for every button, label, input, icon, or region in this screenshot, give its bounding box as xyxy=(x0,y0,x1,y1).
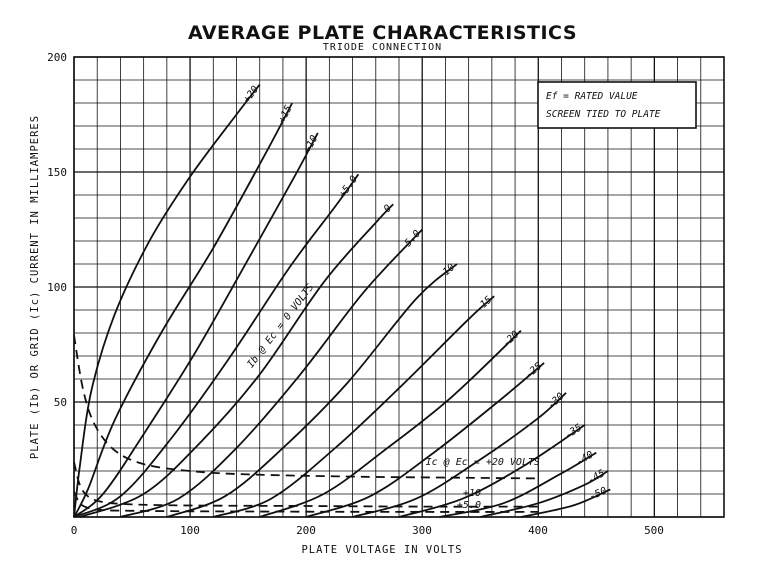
plate-curve-label: -50 xyxy=(588,486,609,503)
grid-current-curve-plus10 xyxy=(73,461,539,508)
plate-curve-label: 0 xyxy=(382,203,394,215)
plate-curve-minus20 xyxy=(259,330,522,518)
x-tick-300: 300 xyxy=(412,524,432,537)
grid-current-label: +5.0 xyxy=(457,500,481,511)
grid-current-label: +10 xyxy=(463,488,481,499)
x-tick-100: 100 xyxy=(180,524,200,537)
x-tick-400: 400 xyxy=(528,524,548,537)
plate-curve-label: +10 xyxy=(302,134,320,155)
grid-current-curve-ic-ec-plus20-volts xyxy=(73,335,539,480)
x-axis-label: PLATE VOLTAGE IN VOLTS xyxy=(301,544,462,556)
plate-curve-minus35 xyxy=(398,424,586,518)
chart-subtitle: TRIODE CONNECTION xyxy=(322,42,443,53)
plate-curve-label: -10 xyxy=(436,262,457,282)
x-tick-500: 500 xyxy=(644,524,664,537)
y-tick-100: 100 xyxy=(47,281,67,294)
legend-line-2: SCREEN TIED TO PLATE xyxy=(546,109,661,120)
y-tick-200: 200 xyxy=(47,51,67,64)
plate-curve-minus5-0 xyxy=(120,228,423,518)
chart-title: AVERAGE PLATE CHARACTERISTICS xyxy=(187,22,578,44)
plate-curve-minus40 xyxy=(439,451,597,518)
grid-current-label: Ic @ Ec = +20 VOLTS xyxy=(426,457,540,468)
plate-curve-minus15 xyxy=(213,295,495,518)
plate-curve-0 xyxy=(79,203,394,518)
x-tick-200: 200 xyxy=(296,524,316,537)
curve-layer xyxy=(73,84,611,518)
plate-curve-minus25 xyxy=(305,362,545,518)
plate-curve-plus15 xyxy=(73,102,293,518)
plate-curve-label: +15 xyxy=(277,104,295,125)
plate-curve-plus20 xyxy=(73,84,261,518)
plate-curve-minus10 xyxy=(166,263,458,518)
plate-curve-plus10 xyxy=(73,132,319,518)
y-tick-150: 150 xyxy=(47,166,67,179)
y-axis-label: PLATE (Ib) OR GRID (Ic) CURRENT IN MILLI… xyxy=(29,115,41,459)
grid-current-curve-plus5-0 xyxy=(73,491,539,513)
legend-line-1: Ef = RATED VALUE xyxy=(546,91,638,102)
plate-curve-minus30 xyxy=(352,392,567,518)
plate-curve-minus50 xyxy=(520,488,611,518)
grid xyxy=(73,56,725,518)
y-tick-50: 50 xyxy=(54,396,67,409)
y-tick-labels: 50 100 150 200 xyxy=(47,51,67,409)
x-tick-labels: 0 100 200 300 400 500 xyxy=(71,524,664,537)
plate-curve-plus5-0 xyxy=(73,173,360,518)
x-tick-0: 0 xyxy=(71,524,78,537)
legend-box: Ef = RATED VALUE SCREEN TIED TO PLATE xyxy=(537,81,697,129)
